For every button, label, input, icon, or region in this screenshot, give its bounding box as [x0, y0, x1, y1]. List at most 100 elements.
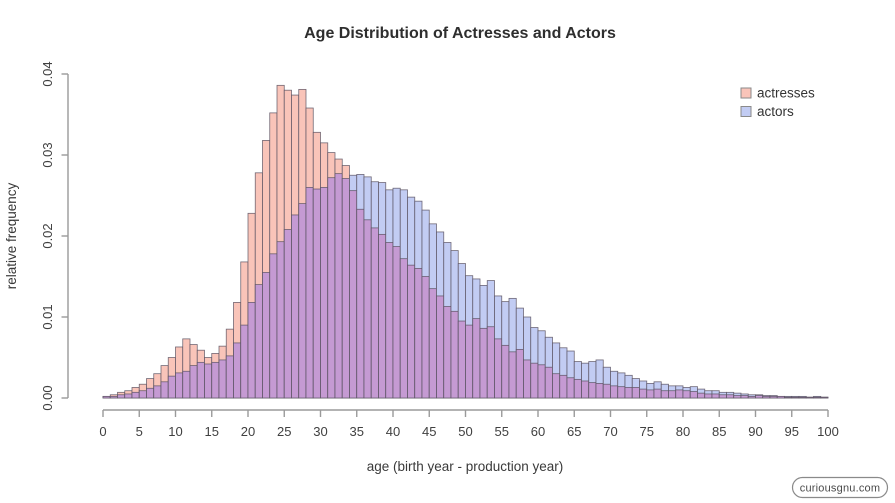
histogram-bar-overlap — [370, 227, 379, 399]
histogram-bar-overlap — [726, 394, 735, 399]
histogram-bar-overlap — [740, 395, 749, 399]
histogram-bar-overlap — [262, 272, 271, 399]
histogram-bar-overlap — [109, 395, 118, 399]
histogram-bar-overlap — [486, 326, 495, 399]
x-tick-label: 35 — [350, 424, 364, 439]
actresses — [740, 87, 752, 99]
histogram-bar-overlap — [349, 190, 358, 399]
histogram-bar-overlap — [175, 372, 184, 399]
y-tick-label: 0.00 — [40, 385, 55, 410]
histogram-bar-overlap — [791, 396, 800, 399]
x-tick-label: 65 — [567, 424, 581, 439]
histogram-bar-overlap — [450, 310, 459, 399]
histogram-bar-overlap — [392, 246, 401, 399]
watermark-link[interactable]: curiousgnu.com — [800, 483, 880, 495]
histogram-bar-overlap — [240, 324, 249, 399]
histogram-bar-overlap — [443, 306, 452, 399]
histogram-bar-overlap — [160, 381, 169, 399]
histogram-bar-overlap — [421, 276, 430, 399]
histogram-bar-overlap — [428, 288, 437, 399]
y-axis: 0.00 0.01 0.02 0.03 0.04 — [40, 61, 69, 411]
histogram-bar-overlap — [544, 366, 553, 399]
histogram-bar-overlap — [523, 359, 532, 399]
histogram-bar-overlap — [704, 393, 713, 399]
watermark-pill — [791, 476, 889, 499]
histogram-bar-overlap — [414, 267, 423, 399]
histogram-bar-overlap — [138, 390, 147, 399]
x-tick-label: 20 — [241, 424, 255, 439]
histogram-bar-overlap — [537, 364, 546, 399]
histogram-bar-overlap — [472, 318, 481, 399]
histogram-bar-overlap — [682, 390, 691, 399]
histogram-bar-overlap — [668, 390, 677, 399]
histogram-bar-overlap — [407, 264, 416, 399]
histogram-bar-overlap — [639, 388, 648, 399]
x-tick-label: 30 — [313, 424, 327, 439]
y-tick-label: 0.03 — [40, 142, 55, 167]
histogram-bar-overlap — [501, 344, 510, 399]
histogram-bar-overlap — [798, 396, 807, 399]
histogram-bar-overlap — [805, 396, 814, 399]
histogram-bar-overlap — [617, 386, 626, 399]
histogram-bar-overlap — [631, 387, 640, 399]
histogram-bar-overlap — [436, 295, 445, 399]
histogram-bar-overlap — [559, 374, 568, 399]
histogram-bar-overlap — [196, 361, 205, 399]
histogram-bar-overlap — [320, 186, 329, 399]
legend: actresses actors — [740, 86, 815, 119]
histogram-bar-overlap — [515, 348, 524, 399]
x-tick-label: 55 — [495, 424, 509, 439]
histogram-bar-overlap — [646, 389, 655, 399]
histogram-bar-overlap — [508, 351, 517, 399]
histogram-bar-overlap — [312, 188, 321, 399]
legend-label-actors: actors — [757, 104, 794, 119]
x-tick-label: 90 — [748, 424, 762, 439]
histogram-bar-overlap — [733, 395, 742, 399]
histogram-bar-overlap — [581, 380, 590, 399]
histogram-bar-overlap — [530, 362, 539, 399]
histogram-bar-overlap — [363, 219, 372, 399]
histogram-bar-overlap — [298, 203, 307, 399]
histogram-bar-overlap — [218, 359, 227, 399]
histogram-bar-overlap — [479, 327, 488, 399]
histogram-bar-overlap — [131, 391, 140, 399]
x-tick-label: 75 — [640, 424, 654, 439]
x-tick-label: 0 — [99, 424, 106, 439]
histogram-bar-overlap — [189, 365, 198, 399]
histogram-bar-overlap — [305, 186, 314, 399]
chart-title: Age Distribution of Actresses and Actors — [304, 25, 616, 42]
histogram-bar-overlap — [697, 392, 706, 399]
histogram-bar-overlap — [117, 394, 126, 399]
histogram-bar-overlap — [494, 338, 503, 399]
histogram-bar-overlap — [247, 302, 256, 399]
histogram-bar-overlap — [813, 396, 822, 399]
histogram-bar-overlap — [747, 395, 756, 399]
histogram-bar-overlap — [385, 242, 394, 399]
histogram-bar-overlap — [566, 377, 575, 399]
watermark-badge[interactable]: curiousgnu.com — [791, 476, 889, 499]
x-tick-label: 80 — [676, 424, 690, 439]
histogram-bar-overlap — [457, 320, 466, 399]
histogram-bar-overlap — [465, 324, 474, 399]
histogram-bar-overlap — [102, 395, 111, 399]
histogram-bars — [102, 84, 829, 399]
histogram-bar-overlap — [124, 393, 133, 399]
x-tick-label: 70 — [603, 424, 617, 439]
y-tick-label: 0.04 — [40, 61, 55, 86]
x-tick-label: 100 — [817, 424, 839, 439]
x-tick-label: 50 — [458, 424, 472, 439]
x-axis-title: age (birth year - production year) — [367, 459, 564, 474]
histogram-bar-overlap — [588, 382, 597, 399]
histogram-bar-overlap — [689, 391, 698, 399]
histogram-bar-overlap — [153, 385, 162, 399]
legend-label-actresses: actresses — [757, 86, 815, 101]
x-tick-label: 60 — [531, 424, 545, 439]
histogram-bar-overlap — [327, 177, 336, 399]
histogram-bar-overlap — [334, 173, 343, 399]
histogram-bar-overlap — [283, 229, 292, 399]
histogram-bar-overlap — [146, 387, 155, 399]
histogram-bar-overlap — [820, 396, 829, 399]
histogram-bar-overlap — [718, 394, 727, 399]
